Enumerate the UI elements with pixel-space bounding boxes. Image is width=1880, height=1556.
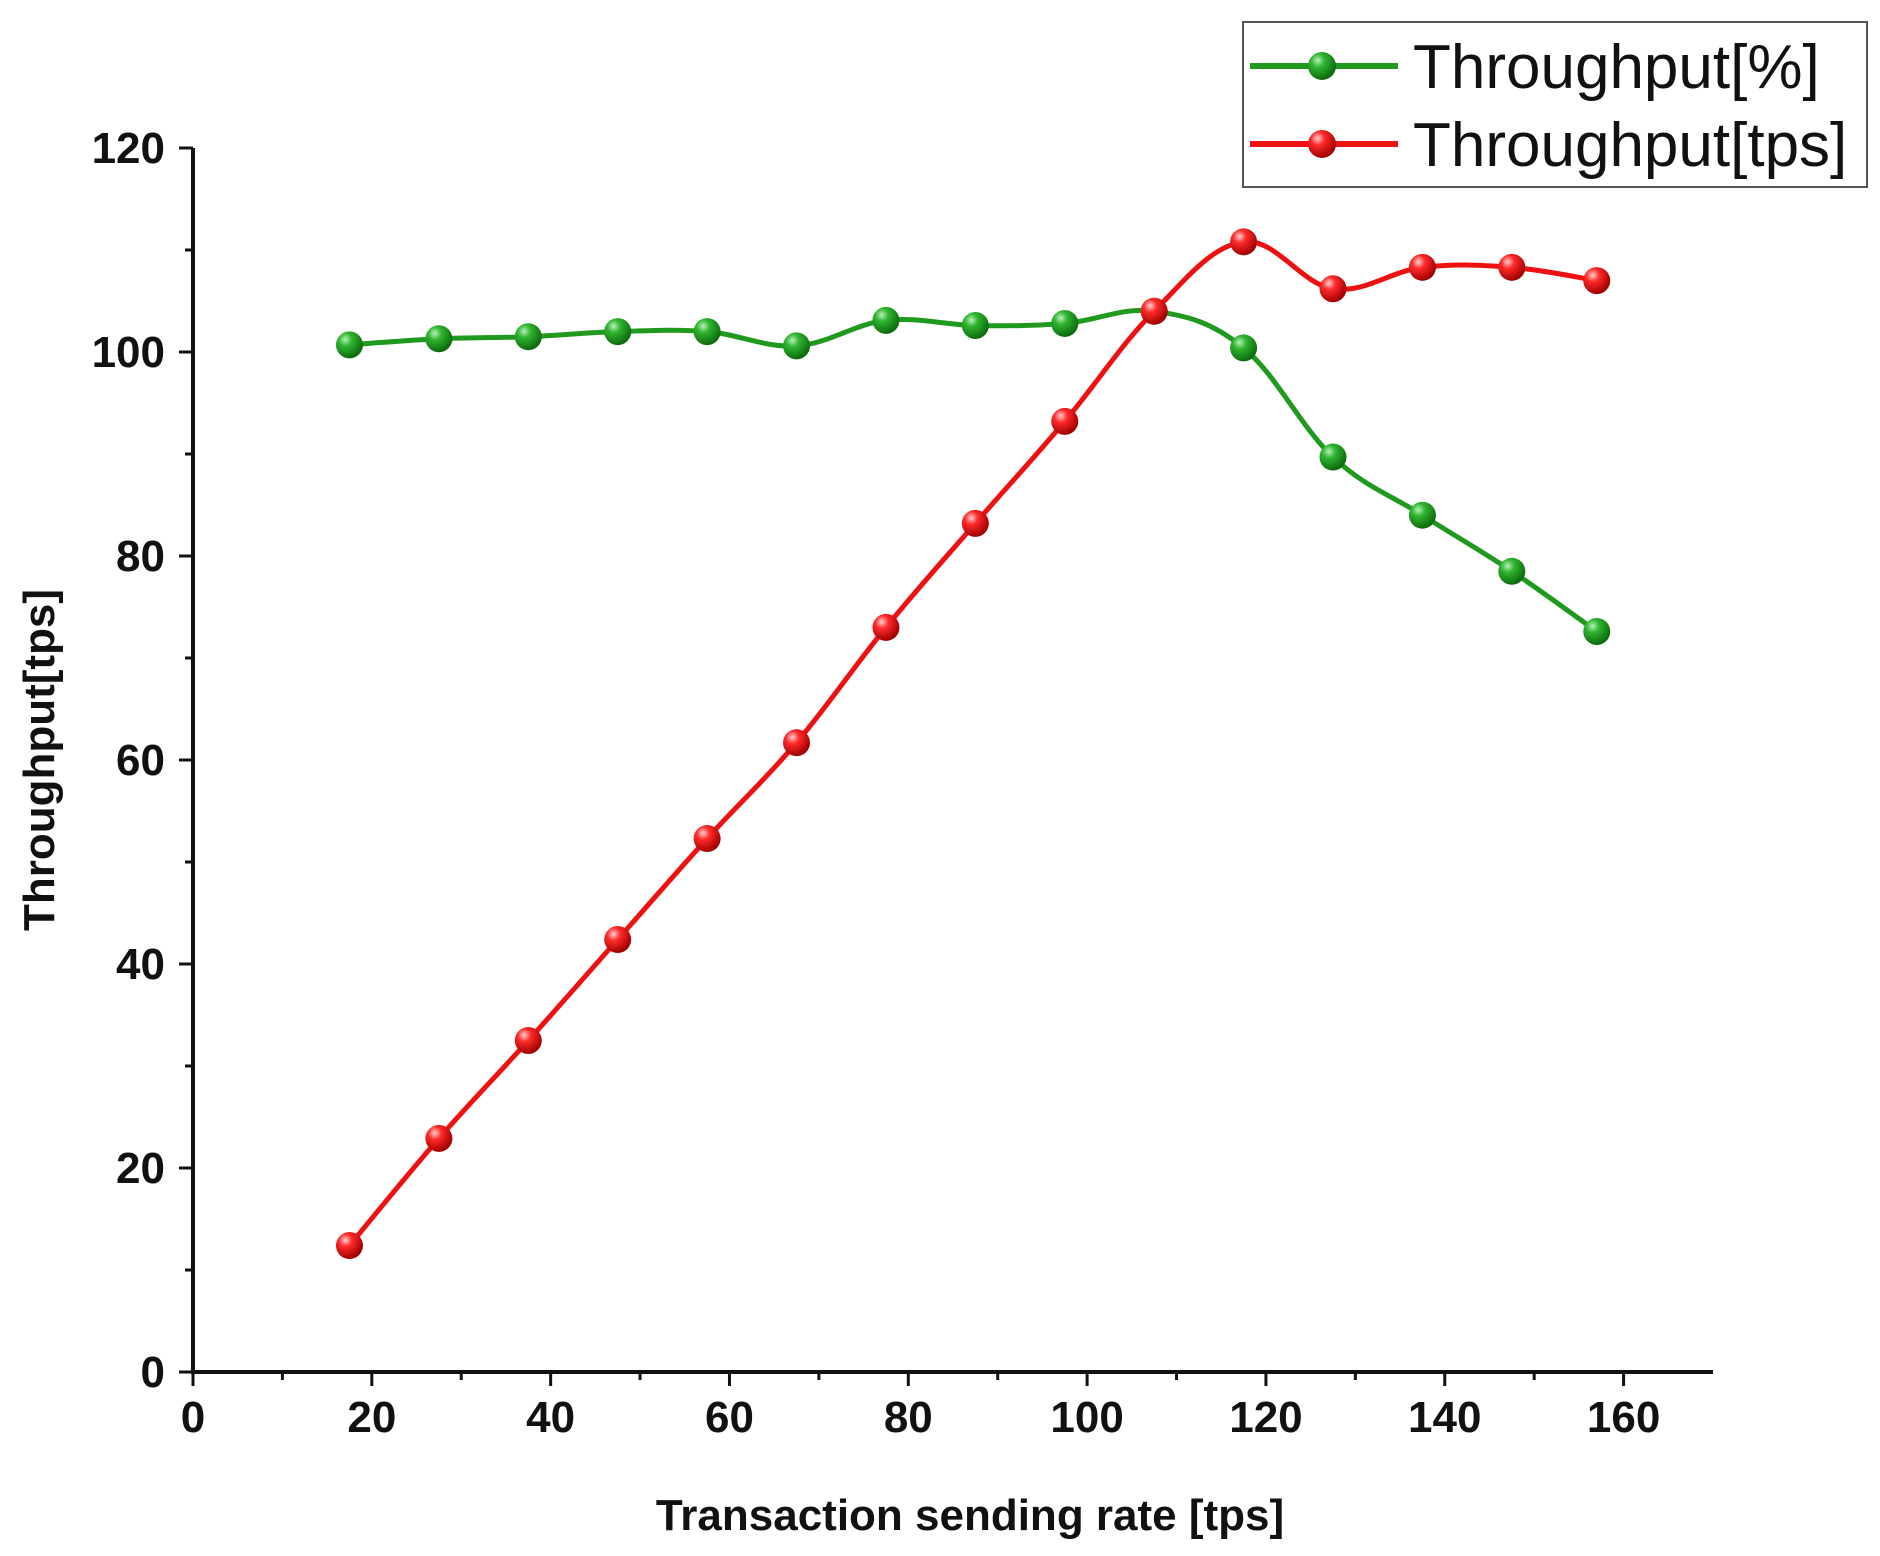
data-point-throughput-tps <box>1498 253 1526 281</box>
data-point-throughput-tps <box>335 1232 363 1260</box>
data-point-throughput-tps <box>1051 407 1079 435</box>
y-tick-label: 120 <box>92 124 165 173</box>
data-point-throughput-percent <box>1230 334 1258 362</box>
series-line-throughput-percent <box>346 307 1600 634</box>
legend-box <box>1242 21 1868 188</box>
y-tick-label: 60 <box>116 736 165 785</box>
data-point-throughput-percent <box>693 318 721 346</box>
x-tick-label: 140 <box>1408 1393 1481 1442</box>
data-point-throughput-percent <box>1319 443 1347 471</box>
data-point-throughput-tps <box>425 1124 453 1152</box>
plot-area <box>335 228 1611 1260</box>
legend-item-throughput-percent: Throughput[%] <box>1250 33 1820 102</box>
data-point-throughput-tps <box>783 729 811 757</box>
ticks: 0 20 40 60 80 100 120 140 160 0 20 40 60 80 100 120 <box>92 124 1661 1442</box>
data-point-throughput-tps <box>693 825 721 853</box>
data-point-throughput-tps <box>1583 267 1611 295</box>
series-throughput-tps <box>335 228 1611 1260</box>
legend-label-throughput-tps: Throughput[tps] <box>1413 111 1847 180</box>
y-tick-label: 80 <box>116 532 165 581</box>
y-tick-label: 100 <box>92 328 165 377</box>
data-point-throughput-percent <box>425 325 453 353</box>
data-point-throughput-percent <box>514 323 542 351</box>
legend-marker-throughput-tps <box>1308 130 1336 158</box>
x-tick-label: 20 <box>347 1393 396 1442</box>
axes <box>191 148 1713 1374</box>
data-point-throughput-tps <box>1140 297 1168 325</box>
x-tick-label: 40 <box>526 1393 575 1442</box>
data-point-throughput-percent <box>1583 617 1611 645</box>
series-line-throughput-tps <box>346 239 1600 1249</box>
data-point-throughput-percent <box>783 332 811 360</box>
x-tick-label: 0 <box>181 1393 205 1442</box>
x-tick-label: 100 <box>1050 1393 1123 1442</box>
series-throughput-percent <box>335 297 1611 645</box>
data-point-throughput-percent <box>961 311 989 339</box>
data-point-throughput-tps <box>1230 228 1258 256</box>
x-tick-label: 120 <box>1229 1393 1302 1442</box>
data-point-throughput-tps <box>604 926 632 954</box>
x-tick-label: 160 <box>1587 1393 1660 1442</box>
y-tick-label: 20 <box>116 1144 165 1193</box>
x-axis-title: Transaction sending rate [tps] <box>656 1491 1284 1540</box>
legend: Throughput[%] Throughput[tps] <box>1242 21 1868 188</box>
data-point-throughput-tps <box>1408 253 1436 281</box>
data-point-throughput-percent <box>872 306 900 334</box>
data-point-throughput-percent <box>604 318 632 346</box>
legend-marker-throughput-percent <box>1308 52 1336 80</box>
data-point-throughput-tps <box>961 509 989 537</box>
x-tick-label: 60 <box>705 1393 754 1442</box>
legend-item-throughput-tps: Throughput[tps] <box>1250 111 1847 180</box>
data-point-throughput-tps <box>1319 275 1347 303</box>
y-tick-label: 40 <box>116 940 165 989</box>
data-point-throughput-tps <box>514 1027 542 1054</box>
data-point-throughput-percent <box>1498 557 1526 585</box>
y-axis-title: Throughput[tps] <box>15 589 64 931</box>
data-point-throughput-percent <box>335 331 363 359</box>
y-tick-label: 0 <box>141 1348 165 1397</box>
legend-label-throughput-percent: Throughput[%] <box>1413 33 1820 102</box>
data-point-throughput-percent <box>1051 309 1079 337</box>
x-tick-label: 80 <box>884 1393 933 1442</box>
data-point-throughput-tps <box>872 613 900 641</box>
data-point-throughput-percent <box>1408 501 1436 529</box>
